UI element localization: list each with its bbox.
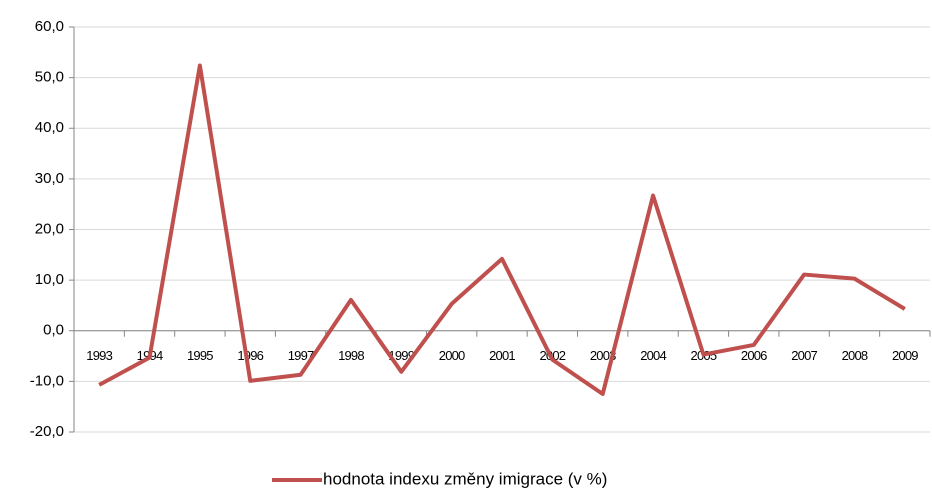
x-tick-label: 2006: [741, 348, 767, 363]
y-tick-label: 10,0: [35, 271, 64, 288]
x-tick-label: 2000: [439, 348, 465, 363]
x-tick-label: 2008: [842, 348, 868, 363]
legend-label: hodnota indexu změny imigrace (v %): [323, 469, 607, 488]
x-tick-label: 2001: [489, 348, 515, 363]
x-tick-label: 2002: [539, 348, 565, 363]
y-tick-label: 60,0: [35, 18, 64, 35]
y-tick-label: 30,0: [35, 170, 64, 187]
y-tick-label: 0,0: [43, 322, 64, 339]
x-tick-label: 1995: [187, 348, 213, 363]
x-tick-label: 2009: [892, 348, 918, 363]
x-tick-label: 2007: [791, 348, 817, 363]
x-tick-label: 1993: [86, 348, 112, 363]
y-tick-label: 50,0: [35, 69, 64, 86]
x-tick-label: 1996: [237, 348, 263, 363]
y-tick-label: -10,0: [30, 372, 64, 389]
y-tick-label: 40,0: [35, 119, 64, 136]
x-tick-label: 2004: [640, 348, 666, 363]
y-tick-label: -20,0: [30, 423, 64, 440]
x-tick-label: 1998: [338, 348, 364, 363]
y-tick-label: 20,0: [35, 220, 64, 237]
x-tick-label: 1997: [288, 348, 314, 363]
data-line: [98, 63, 906, 397]
